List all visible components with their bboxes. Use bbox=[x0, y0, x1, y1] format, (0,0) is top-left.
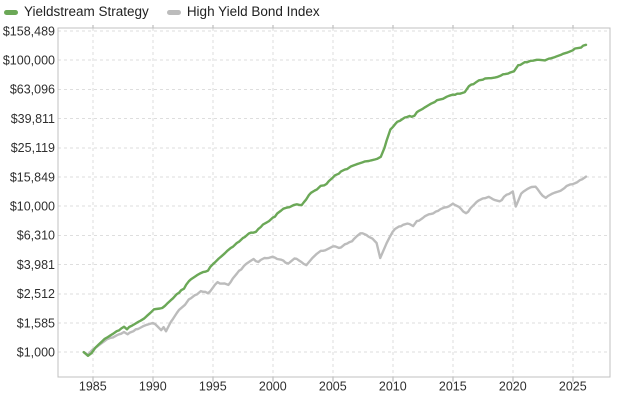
y-tick-label: $15,849 bbox=[10, 170, 55, 184]
x-tick-label: 2025 bbox=[559, 380, 587, 394]
y-tick-label: $2,512 bbox=[17, 287, 55, 301]
x-tick-label: 1995 bbox=[199, 380, 227, 394]
x-tick-label: 2005 bbox=[319, 380, 347, 394]
x-tick-label: 1990 bbox=[139, 380, 167, 394]
x-tick-label: 2015 bbox=[439, 380, 467, 394]
x-tick-label: 2010 bbox=[379, 380, 407, 394]
legend-swatch-yieldstream bbox=[4, 9, 18, 15]
legend-item-high-yield-bond-index[interactable]: High Yield Bond Index bbox=[166, 3, 320, 21]
y-tick-label: $158,489 bbox=[3, 24, 55, 38]
legend-item-yieldstream-strategy[interactable]: Yieldstream Strategy bbox=[4, 3, 149, 21]
y-tick-label: $10,000 bbox=[10, 199, 55, 213]
y-tick-label: $100,000 bbox=[3, 54, 55, 68]
legend-label-yieldstream: Yieldstream Strategy bbox=[24, 4, 149, 19]
x-tick-label: 2020 bbox=[499, 380, 527, 394]
y-tick-label: $6,310 bbox=[17, 229, 55, 243]
y-tick-label: $1,000 bbox=[17, 345, 55, 359]
series-line-yieldstream-strategy bbox=[82, 43, 588, 357]
y-tick-label: $1,585 bbox=[17, 316, 55, 330]
y-tick-label: $63,096 bbox=[10, 83, 55, 97]
series-line-high-yield-bond-index bbox=[82, 175, 588, 356]
plot-border bbox=[57, 27, 611, 378]
y-tick-label: $39,811 bbox=[11, 112, 55, 126]
y-tick-label: $3,981 bbox=[17, 258, 55, 272]
legend-swatch-high-yield bbox=[166, 9, 181, 15]
y-tick-label: $25,119 bbox=[11, 141, 55, 155]
chart-legend: Yieldstream Strategy High Yield Bond Ind… bbox=[4, 3, 320, 21]
x-tick-label: 1985 bbox=[79, 380, 107, 394]
legend-label-high-yield: High Yield Bond Index bbox=[186, 4, 320, 19]
x-tick-label: 2000 bbox=[259, 380, 287, 394]
